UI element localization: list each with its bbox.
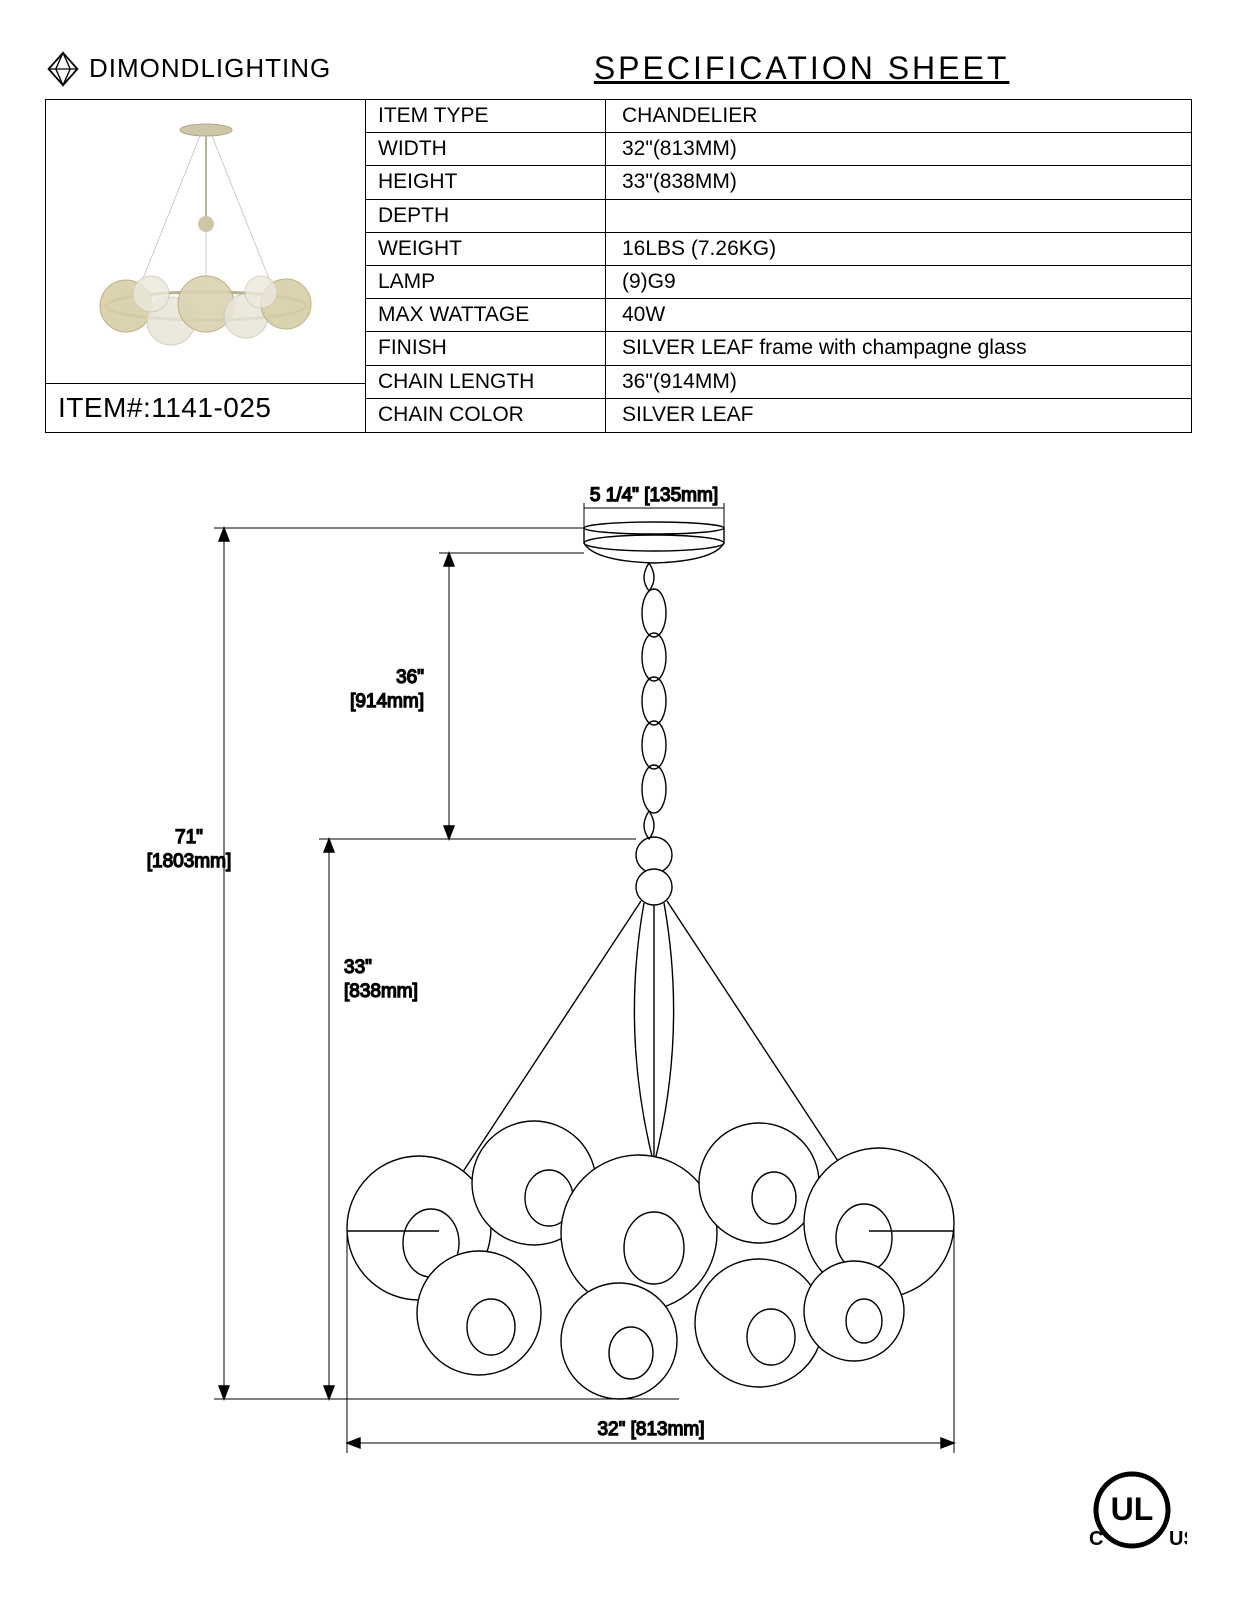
svg-text:5 1/4" [135mm]: 5 1/4" [135mm] (589, 485, 717, 506)
ul-certification-icon: UL C US (1077, 1465, 1187, 1560)
svg-text:[914mm]: [914mm] (350, 691, 424, 712)
spec-label: LAMP (366, 266, 606, 298)
brand-name-b: LIGHTING (200, 53, 331, 83)
table-row: LAMP(9)G9 (366, 266, 1191, 299)
spec-label: HEIGHT (366, 166, 606, 198)
product-column: ITEM#:1141-025 (46, 100, 366, 432)
spec-table: ITEM#:1141-025 ITEM TYPECHANDELIER WIDTH… (45, 99, 1192, 433)
svg-text:33": 33" (344, 957, 372, 978)
spec-label: FINISH (366, 332, 606, 364)
spec-rows: ITEM TYPECHANDELIER WIDTH32"(813MM) HEIG… (366, 100, 1191, 432)
table-row: MAX WATTAGE40W (366, 299, 1191, 332)
spec-label: WIDTH (366, 133, 606, 165)
spec-value (606, 200, 1191, 232)
svg-text:36": 36" (396, 667, 424, 688)
spec-label: CHAIN COLOR (366, 399, 606, 432)
item-number: 1141-025 (151, 392, 271, 423)
brand-name: DIMONDLIGHTING (89, 53, 331, 84)
table-row: WIDTH32"(813MM) (366, 133, 1191, 166)
item-number-row: ITEM#:1141-025 (46, 383, 365, 432)
spec-label: CHAIN LENGTH (366, 366, 606, 398)
spec-label: WEIGHT (366, 233, 606, 265)
table-row: DEPTH (366, 200, 1191, 233)
table-row: CHAIN COLORSILVER LEAF (366, 399, 1191, 432)
svg-text:US: US (1169, 1528, 1187, 1550)
product-image (46, 100, 365, 383)
spec-label: DEPTH (366, 200, 606, 232)
page-title: SPECIFICATION SHEET (331, 50, 1192, 87)
svg-text:[838mm]: [838mm] (344, 981, 418, 1002)
spec-value: 40W (606, 299, 1191, 331)
spec-value: 33"(838MM) (606, 166, 1191, 198)
item-prefix: ITEM#: (58, 392, 151, 423)
svg-text:71": 71" (175, 827, 203, 848)
svg-text:C: C (1089, 1528, 1103, 1550)
dimension-diagram: 5 1/4" [135mm] (45, 483, 1192, 1503)
spec-label: ITEM TYPE (366, 100, 606, 132)
spec-value: CHANDELIER (606, 100, 1191, 132)
table-row: FINISHSILVER LEAF frame with champagne g… (366, 332, 1191, 365)
spec-value: 16LBS (7.26KG) (606, 233, 1191, 265)
svg-text:[1803mm]: [1803mm] (146, 851, 230, 872)
diamond-icon (45, 51, 81, 87)
brand-logo: DIMONDLIGHTING (45, 51, 331, 87)
header: DIMONDLIGHTING SPECIFICATION SHEET (45, 50, 1192, 87)
table-row: HEIGHT33"(838MM) (366, 166, 1191, 199)
spec-value: SILVER LEAF frame with champagne glass (606, 332, 1191, 364)
spec-value: 36"(914MM) (606, 366, 1191, 398)
svg-text:32" [813mm]: 32" [813mm] (597, 1419, 704, 1440)
brand-name-a: DIMOND (89, 53, 200, 83)
spec-label: MAX WATTAGE (366, 299, 606, 331)
table-row: CHAIN LENGTH36"(914MM) (366, 366, 1191, 399)
svg-text:UL: UL (1111, 1491, 1154, 1527)
table-row: ITEM TYPECHANDELIER (366, 100, 1191, 133)
spec-value: SILVER LEAF (606, 399, 1191, 432)
spec-value: 32"(813MM) (606, 133, 1191, 165)
table-row: WEIGHT16LBS (7.26KG) (366, 233, 1191, 266)
spec-value: (9)G9 (606, 266, 1191, 298)
